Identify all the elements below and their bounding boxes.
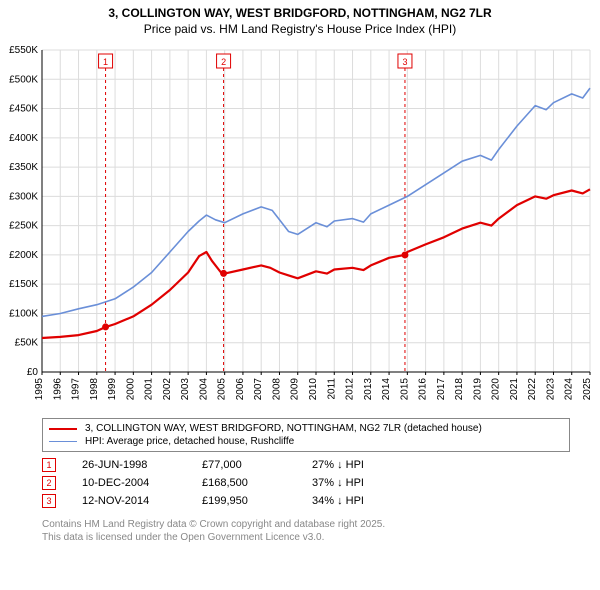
svg-text:2008: 2008 bbox=[271, 378, 282, 401]
title-line1: 3, COLLINGTON WAY, WEST BRIDGFORD, NOTTI… bbox=[10, 6, 590, 20]
svg-text:2004: 2004 bbox=[198, 378, 209, 401]
svg-text:2014: 2014 bbox=[381, 378, 392, 401]
svg-text:2021: 2021 bbox=[509, 378, 520, 401]
table-row: 1 26-JUN-1998 £77,000 27% ↓ HPI bbox=[42, 456, 570, 474]
svg-text:£500K: £500K bbox=[9, 74, 38, 85]
svg-text:2000: 2000 bbox=[125, 378, 136, 401]
svg-text:1998: 1998 bbox=[89, 378, 100, 401]
svg-text:2013: 2013 bbox=[363, 378, 374, 401]
sale-date: 12-NOV-2014 bbox=[82, 495, 202, 507]
svg-text:£300K: £300K bbox=[9, 191, 38, 202]
table-row: 3 12-NOV-2014 £199,950 34% ↓ HPI bbox=[42, 492, 570, 510]
chart-titles: 3, COLLINGTON WAY, WEST BRIDGFORD, NOTTI… bbox=[0, 0, 600, 38]
svg-text:2024: 2024 bbox=[564, 378, 575, 401]
svg-text:2002: 2002 bbox=[162, 378, 173, 401]
sale-date: 26-JUN-1998 bbox=[82, 459, 202, 471]
chart-svg: £0 £50K £100K £150K £200K £250K £300K £350K £400… bbox=[0, 42, 600, 407]
svg-text:1: 1 bbox=[103, 57, 108, 67]
svg-text:2018: 2018 bbox=[454, 378, 465, 401]
sale-diff: 34% ↓ HPI bbox=[312, 495, 432, 507]
sale-diff: 27% ↓ HPI bbox=[312, 459, 432, 471]
svg-text:2006: 2006 bbox=[235, 378, 246, 401]
svg-text:£350K: £350K bbox=[9, 162, 38, 173]
table-row: 2 10-DEC-2004 £168,500 37% ↓ HPI bbox=[42, 474, 570, 492]
marker-badge: 3 bbox=[42, 494, 56, 508]
svg-text:2023: 2023 bbox=[545, 378, 556, 401]
svg-text:2009: 2009 bbox=[290, 378, 301, 401]
sale-diff: 37% ↓ HPI bbox=[312, 477, 432, 489]
svg-text:£550K: £550K bbox=[9, 45, 38, 56]
svg-text:2010: 2010 bbox=[308, 378, 319, 401]
svg-text:2012: 2012 bbox=[345, 378, 356, 401]
svg-text:£200K: £200K bbox=[9, 250, 38, 261]
svg-text:2019: 2019 bbox=[472, 378, 483, 401]
svg-text:£250K: £250K bbox=[9, 221, 38, 232]
sales-table: 1 26-JUN-1998 £77,000 27% ↓ HPI 2 10-DEC… bbox=[42, 456, 570, 510]
legend: 3, COLLINGTON WAY, WEST BRIDGFORD, NOTTI… bbox=[42, 418, 570, 452]
sale-price: £77,000 bbox=[202, 459, 312, 471]
svg-text:3: 3 bbox=[402, 57, 407, 67]
attribution-line: This data is licensed under the Open Gov… bbox=[42, 531, 570, 544]
title-line2: Price paid vs. HM Land Registry's House … bbox=[10, 22, 590, 36]
marker-badge: 1 bbox=[42, 458, 56, 472]
svg-text:2022: 2022 bbox=[527, 378, 538, 401]
svg-text:£400K: £400K bbox=[9, 133, 38, 144]
svg-text:£0: £0 bbox=[27, 367, 39, 378]
sale-price: £199,950 bbox=[202, 495, 312, 507]
sale-price: £168,500 bbox=[202, 477, 312, 489]
svg-text:2003: 2003 bbox=[180, 378, 191, 401]
svg-text:2: 2 bbox=[221, 57, 226, 67]
svg-text:1997: 1997 bbox=[71, 378, 82, 401]
svg-text:2017: 2017 bbox=[436, 378, 447, 401]
marker-badge: 2 bbox=[42, 476, 56, 490]
svg-text:2005: 2005 bbox=[217, 378, 228, 401]
svg-text:2001: 2001 bbox=[144, 378, 155, 401]
legend-swatch bbox=[49, 428, 77, 430]
attribution-line: Contains HM Land Registry data © Crown c… bbox=[42, 518, 570, 531]
svg-text:£450K: £450K bbox=[9, 104, 38, 115]
svg-text:2020: 2020 bbox=[491, 378, 502, 401]
svg-text:1999: 1999 bbox=[107, 378, 118, 401]
legend-label: HPI: Average price, detached house, Rush… bbox=[85, 436, 294, 447]
svg-text:2011: 2011 bbox=[326, 378, 337, 400]
svg-text:1995: 1995 bbox=[34, 378, 45, 401]
svg-text:£150K: £150K bbox=[9, 279, 38, 290]
svg-text:2025: 2025 bbox=[582, 378, 593, 401]
legend-swatch bbox=[49, 441, 77, 442]
chart-container: 3, COLLINGTON WAY, WEST BRIDGFORD, NOTTI… bbox=[0, 0, 600, 544]
svg-text:£100K: £100K bbox=[9, 308, 38, 319]
attribution: Contains HM Land Registry data © Crown c… bbox=[42, 518, 570, 544]
svg-text:2007: 2007 bbox=[253, 378, 264, 401]
svg-text:2016: 2016 bbox=[418, 378, 429, 401]
legend-label: 3, COLLINGTON WAY, WEST BRIDGFORD, NOTTI… bbox=[85, 423, 482, 434]
svg-text:£50K: £50K bbox=[15, 338, 39, 349]
legend-item: HPI: Average price, detached house, Rush… bbox=[49, 435, 563, 448]
svg-text:2015: 2015 bbox=[399, 378, 410, 401]
legend-item: 3, COLLINGTON WAY, WEST BRIDGFORD, NOTTI… bbox=[49, 422, 563, 435]
sale-date: 10-DEC-2004 bbox=[82, 477, 202, 489]
chart-plot: £0 £50K £100K £150K £200K £250K £300K £350K £400… bbox=[0, 42, 600, 412]
svg-text:1996: 1996 bbox=[52, 378, 63, 401]
